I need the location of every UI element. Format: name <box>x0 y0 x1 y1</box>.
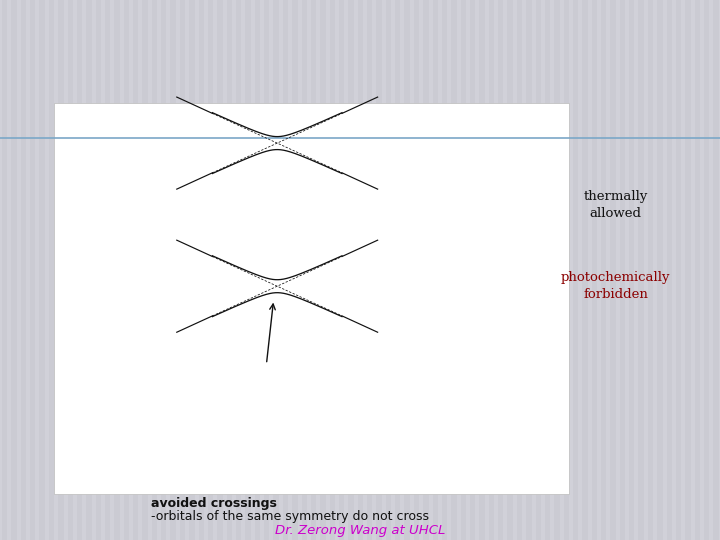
Text: avoided crossings: avoided crossings <box>151 497 277 510</box>
FancyBboxPatch shape <box>54 103 569 494</box>
Text: thermally
allowed: thermally allowed <box>583 190 648 220</box>
Text: Dr. Zerong Wang at UHCL: Dr. Zerong Wang at UHCL <box>275 524 445 537</box>
Text: -orbitals of the same symmetry do not cross: -orbitals of the same symmetry do not cr… <box>151 510 429 523</box>
Text: photochemically
forbidden: photochemically forbidden <box>561 271 670 301</box>
